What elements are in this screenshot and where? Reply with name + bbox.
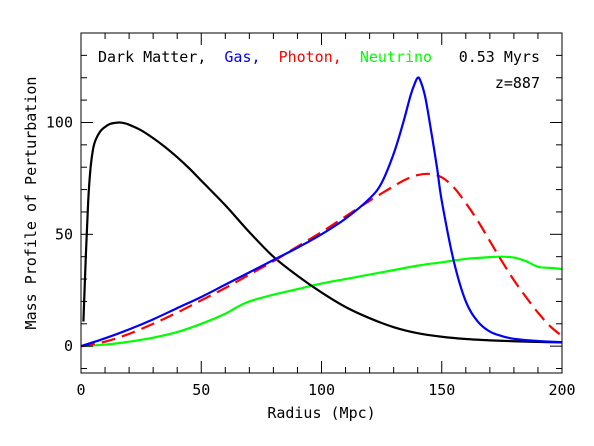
legend-entry-neutrino: Neutrino xyxy=(360,48,432,66)
annotation-time: 0.53 Myrs xyxy=(459,48,540,66)
legend-entry-gas: Gas, xyxy=(224,48,260,66)
ticks-layer xyxy=(80,32,563,373)
x-tick-label: 50 xyxy=(192,381,210,399)
series-layer xyxy=(81,76,562,348)
y-tick-label: 50 xyxy=(55,225,73,243)
tick-labels-layer: 0 50 100 150 200 0 50 100 xyxy=(46,113,576,399)
series-line-dark-matter xyxy=(82,121,562,344)
series-line-neutrino xyxy=(81,255,562,348)
x-tick-label: 100 xyxy=(308,381,335,399)
x-tick-label: 200 xyxy=(548,381,575,399)
y-axis-label: Mass Profile of Perturbation xyxy=(22,77,40,330)
y-tick-label: 0 xyxy=(64,337,73,355)
x-tick-label: 0 xyxy=(76,381,85,399)
series-line-gas xyxy=(81,76,562,348)
legend-entry-dark-matter: Dark Matter, xyxy=(98,48,206,66)
plot-frame xyxy=(80,32,563,374)
y-tick-label: 100 xyxy=(46,113,73,131)
x-axis-label: Radius (Mpc) xyxy=(267,404,375,422)
x-tick-label: 150 xyxy=(428,381,455,399)
legend: Dark Matter, Gas, Photon, Neutrino xyxy=(98,48,432,66)
legend-entry-photon: Photon, xyxy=(279,48,342,66)
series-line-photon xyxy=(81,172,562,348)
annotation-redshift: z=887 xyxy=(495,74,540,92)
